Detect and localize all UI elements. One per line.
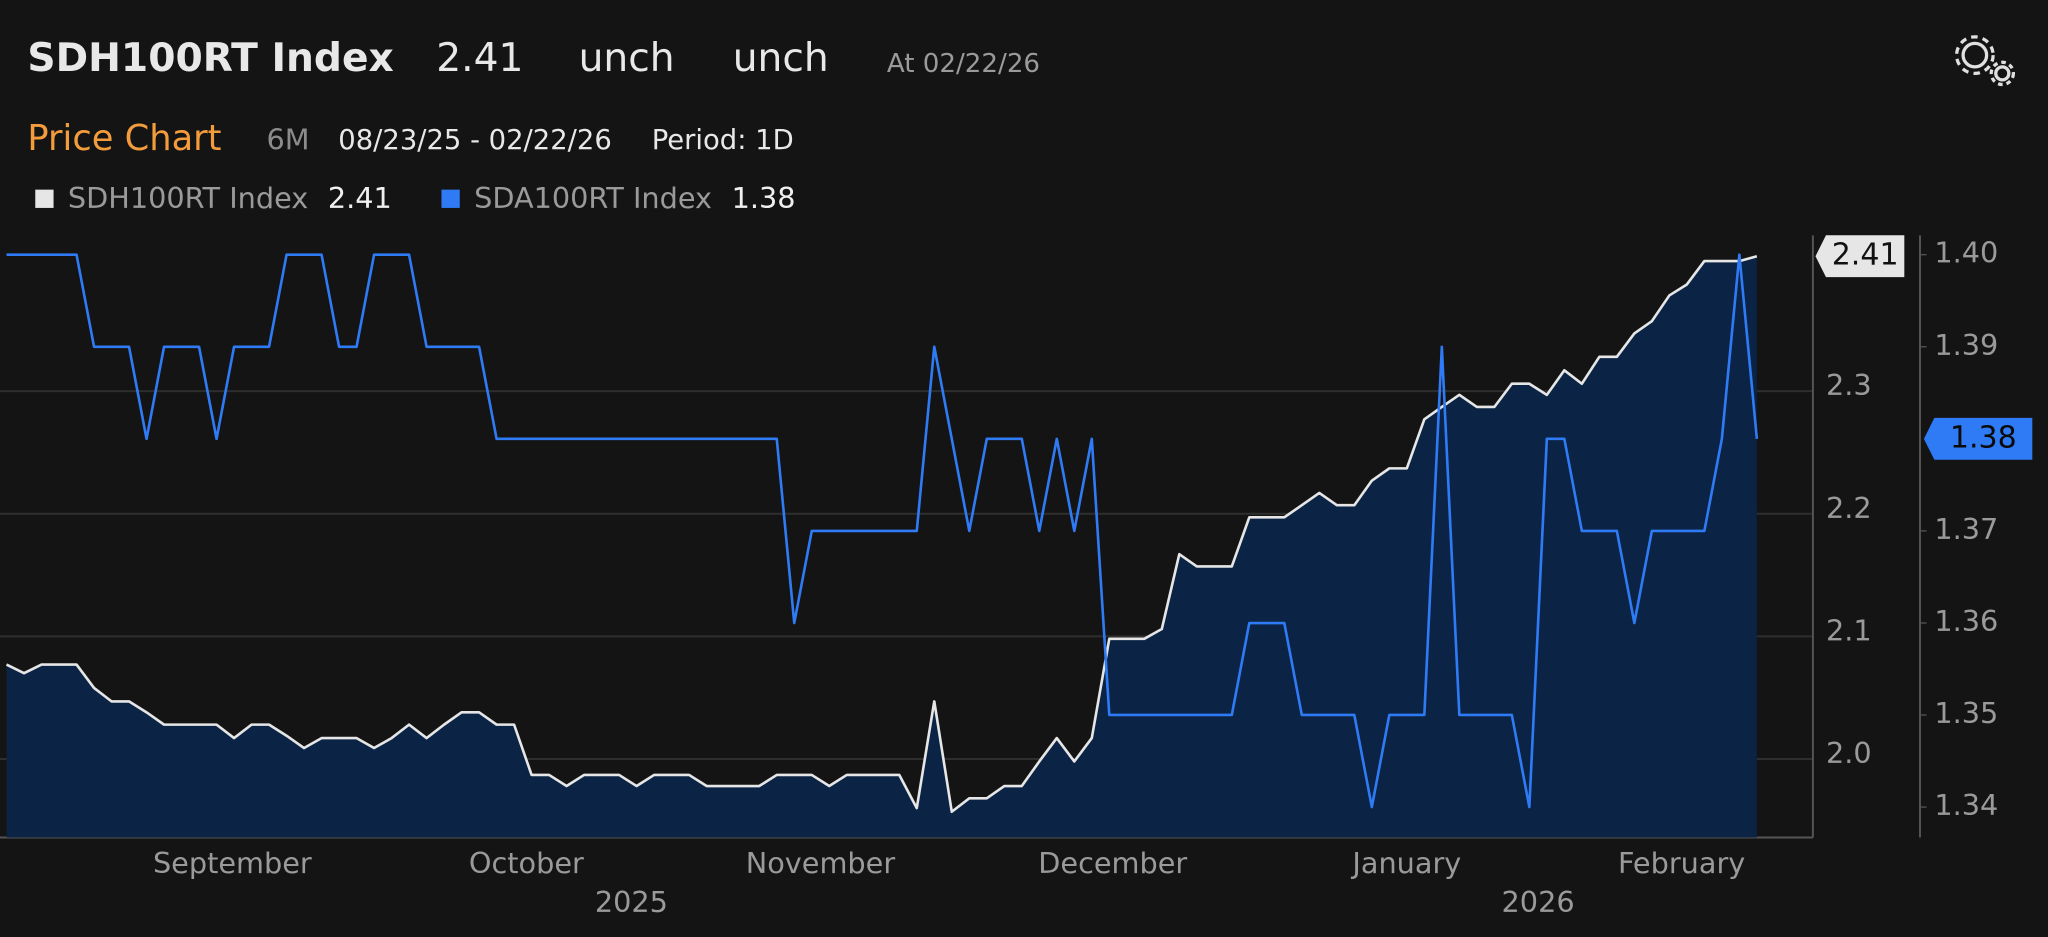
y-tick-label: 2.3 — [1826, 368, 1872, 402]
date-range[interactable]: 08/23/25 - 02/22/26 — [338, 125, 612, 156]
settings-icon[interactable] — [1954, 35, 2016, 87]
legend-label: SDH100RT Index — [68, 181, 308, 215]
year-label: 2026 — [1502, 885, 1575, 919]
series-line — [5, 254, 1758, 814]
x-tick-label: September — [153, 846, 312, 880]
y-tick-label: 2.2 — [1826, 491, 1872, 525]
legend-value: 2.41 — [328, 181, 392, 215]
x-tick-label: January — [1350, 846, 1461, 880]
year-label: 2025 — [595, 885, 668, 919]
x-tick-label: October — [469, 846, 584, 880]
last-value-tag — [1923, 417, 2033, 460]
plot: 2.0 2.1 2.2 2.3 1.34 1.35 1.36 1.37 1.39 1.40 Sept… — [0, 235, 2033, 919]
legend-label: SDA100RT Index — [474, 181, 712, 215]
header-price: 2.41 — [436, 36, 523, 81]
header-change: unch — [579, 36, 675, 81]
y2-tick-label: 1.40 — [1934, 236, 1998, 270]
header-as-of: At 02/22/26 — [887, 49, 1040, 79]
legend-value: 1.38 — [732, 181, 796, 215]
period[interactable]: Period: 1D — [652, 125, 794, 156]
x-tick-label: December — [1038, 846, 1187, 880]
y2-tick-label: 1.37 — [1934, 512, 1998, 546]
section-title: Price Chart — [27, 118, 221, 159]
legend-swatch — [35, 189, 54, 208]
y-tick-label: 2.1 — [1826, 613, 1872, 647]
legend-swatch — [441, 189, 460, 208]
series-line — [6, 253, 1759, 809]
y-tick-label: 2.0 — [1826, 736, 1872, 770]
header-change-pct: unch — [733, 36, 829, 81]
last-value-label: 2.41 — [1832, 238, 1899, 273]
range[interactable]: 6M — [266, 122, 309, 156]
legend: SDH100RT Index 2.41 SDA100RT Index 1.38 — [35, 181, 796, 215]
x-tick-label: February — [1618, 846, 1745, 880]
y2-tick-label: 1.35 — [1934, 696, 1998, 730]
y2-tick-label: 1.34 — [1934, 788, 1998, 822]
last-value-label: 1.38 — [1950, 420, 2017, 455]
area-fill — [6, 256, 1757, 838]
y2-tick-label: 1.36 — [1934, 604, 1998, 638]
header-title: SDH100RT Index — [27, 36, 393, 81]
y2-tick-label: 1.39 — [1934, 328, 1998, 362]
x-tick-label: November — [746, 846, 896, 880]
last-value-tag — [1815, 235, 1905, 278]
